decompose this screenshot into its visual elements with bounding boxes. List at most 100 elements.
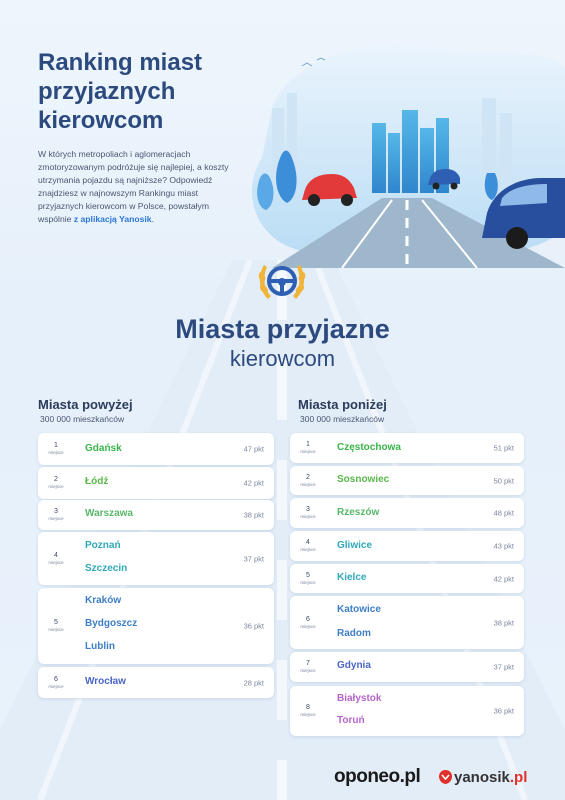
city-name: Białystok <box>337 693 382 704</box>
city-name: Wrocław <box>85 676 126 687</box>
right-column-heading: Miasta poniżej 300 000 mieszkańców <box>298 397 387 424</box>
rank-number: 4 <box>306 539 310 546</box>
rank-badge: 7 miejsce <box>290 660 326 674</box>
city-name: Szczecin <box>85 563 128 574</box>
ranking-card-right-3: 3 miejsce Rzeszów 48 pkt <box>290 498 524 528</box>
partner-logos: oponeo.pl yanosik.pl <box>334 766 559 790</box>
rank-badge: 8 miejsce <box>290 704 326 718</box>
ranking-card-left-5: 5 miejsce Kraków Bydgoszcz Lublin 36 pkt <box>38 588 274 664</box>
title-line: przyjaznych <box>38 78 176 105</box>
rank-number: 2 <box>54 476 58 483</box>
city-name: Radom <box>337 628 371 639</box>
rank-label: miejsce <box>48 516 64 521</box>
yanosik-link[interactable]: z aplikacją Yanosik <box>73 214 152 224</box>
title-line: Ranking miast <box>38 49 203 76</box>
section-title: Miasta przyjazne <box>175 314 390 344</box>
rank-label: miejsce <box>300 449 316 454</box>
points-value: 42 pkt <box>493 574 514 583</box>
rank-number: 3 <box>306 506 310 513</box>
rank-label: miejsce <box>300 712 316 717</box>
page-title: Ranking miast przyjaznych kierowcom <box>38 48 248 135</box>
ranking-card-left-4: 4 miejsce Poznań Szczecin 37 pkt <box>38 532 274 585</box>
ranking-card-left-6: 6 miejsce Wrocław 28 pkt <box>38 667 274 698</box>
ranking-card-right-5: 5 miejsce Kielce 42 pkt <box>290 564 524 593</box>
rank-number: 5 <box>54 619 58 626</box>
city-name: Katowice <box>337 604 381 615</box>
rank-badge: 3 miejsce <box>38 508 74 522</box>
yanosik-logo-text: yanosik <box>454 769 510 786</box>
rank-badge: 2 miejsce <box>290 474 326 488</box>
rank-number: 8 <box>306 704 310 711</box>
rank-badge: 6 miejsce <box>290 616 326 630</box>
ranking-card-right-7: 7 miejsce Gdynia 37 pkt <box>290 652 524 682</box>
oponeo-logo[interactable]: oponeo.pl <box>334 766 421 787</box>
rank-label: miejsce <box>300 514 316 519</box>
points-value: 43 pkt <box>493 541 514 551</box>
left-subheading: 300 000 mieszkańców <box>40 414 125 424</box>
rank-badge: 5 miejsce <box>38 619 74 633</box>
city-name: Bydgoszcz <box>85 618 138 629</box>
left-heading: Miasta powyżej <box>38 397 133 412</box>
rank-number: 2 <box>306 473 310 481</box>
city-name: Lublin <box>85 641 115 652</box>
points-value: 50 pkt <box>493 476 514 485</box>
left-column-heading: Miasta powyżej 300 000 mieszkańców <box>38 397 133 424</box>
right-heading: Miasta poniżej <box>298 397 387 412</box>
city-name: Rzeszów <box>337 507 380 518</box>
rank-label: miejsce <box>48 627 64 632</box>
ranking-card-left-1: 1 miejsce Gdańsk 47 pkt <box>38 433 274 465</box>
points-value: 51 pkt <box>493 443 514 453</box>
city-name: Poznań <box>85 540 121 551</box>
points-value: 28 pkt <box>243 678 264 687</box>
city-name: Kraków <box>85 595 122 606</box>
rank-label: miejsce <box>48 484 64 489</box>
rank-badge: 1 miejsce <box>38 442 74 456</box>
city-road-illustration <box>252 45 565 268</box>
yanosik-logo-icon <box>439 770 452 784</box>
red-car-illustration <box>302 174 357 206</box>
rank-number: 1 <box>306 441 310 448</box>
intro-end: . <box>151 214 154 224</box>
city-name: Sosnowiec <box>337 474 390 485</box>
small-car-illustration <box>428 169 460 190</box>
steering-wheel-laurel-icon <box>258 265 306 299</box>
rank-badge: 3 miejsce <box>290 506 326 520</box>
yanosik-logo-tld: .pl <box>509 769 528 786</box>
city-name: Gdańsk <box>85 443 122 454</box>
city-name: Gliwice <box>337 540 373 551</box>
ranking-card-right-1: 1 miejsce Częstochowa 51 pkt <box>290 433 524 463</box>
points-value: 37 pkt <box>493 662 514 672</box>
intro-text: W których metropoliach i aglomeracjach z… <box>38 148 234 226</box>
rank-badge: 4 miejsce <box>290 539 326 553</box>
rank-label: miejsce <box>48 450 64 455</box>
rank-number: 6 <box>306 615 310 623</box>
rank-badge: 4 miejsce <box>38 552 74 566</box>
rank-label: miejsce <box>48 683 64 689</box>
points-value: 47 pkt <box>243 444 264 454</box>
rank-badge: 6 miejsce <box>38 676 74 690</box>
blue-car-illustration <box>482 178 565 249</box>
rank-badge: 1 miejsce <box>290 441 326 455</box>
rank-number: 7 <box>306 660 310 667</box>
ranking-card-right-4: 4 miejsce Gliwice 43 pkt <box>290 531 524 561</box>
rank-label: miejsce <box>300 481 316 487</box>
title-line: kierowcom <box>38 107 164 134</box>
rank-label: miejsce <box>48 559 64 565</box>
rank-label: miejsce <box>300 579 316 585</box>
yanosik-logo[interactable]: yanosik.pl <box>454 769 527 786</box>
city-name: Łódź <box>85 476 109 487</box>
city-name: Gdynia <box>337 660 371 671</box>
rank-label: miejsce <box>300 547 316 552</box>
city-name: Warszawa <box>85 508 133 519</box>
rank-label: miejsce <box>300 623 316 629</box>
rank-number: 4 <box>54 551 58 559</box>
points-value: 36 pkt <box>243 621 264 631</box>
rank-badge: 2 miejsce <box>38 476 74 490</box>
points-value: 38 pkt <box>243 510 264 520</box>
points-value: 48 pkt <box>493 508 514 518</box>
right-subheading: 300 000 mieszkańców <box>300 414 385 424</box>
ranking-card-right-6: 6 miejsce Katowice Radom 38 pkt <box>290 596 524 649</box>
intro-body: W których metropoliach i aglomeracjach z… <box>38 149 229 224</box>
ranking-card-right-8: 8 miejsce Białystok Toruń 36 pkt <box>290 686 524 736</box>
rank-label: miejsce <box>300 668 316 673</box>
